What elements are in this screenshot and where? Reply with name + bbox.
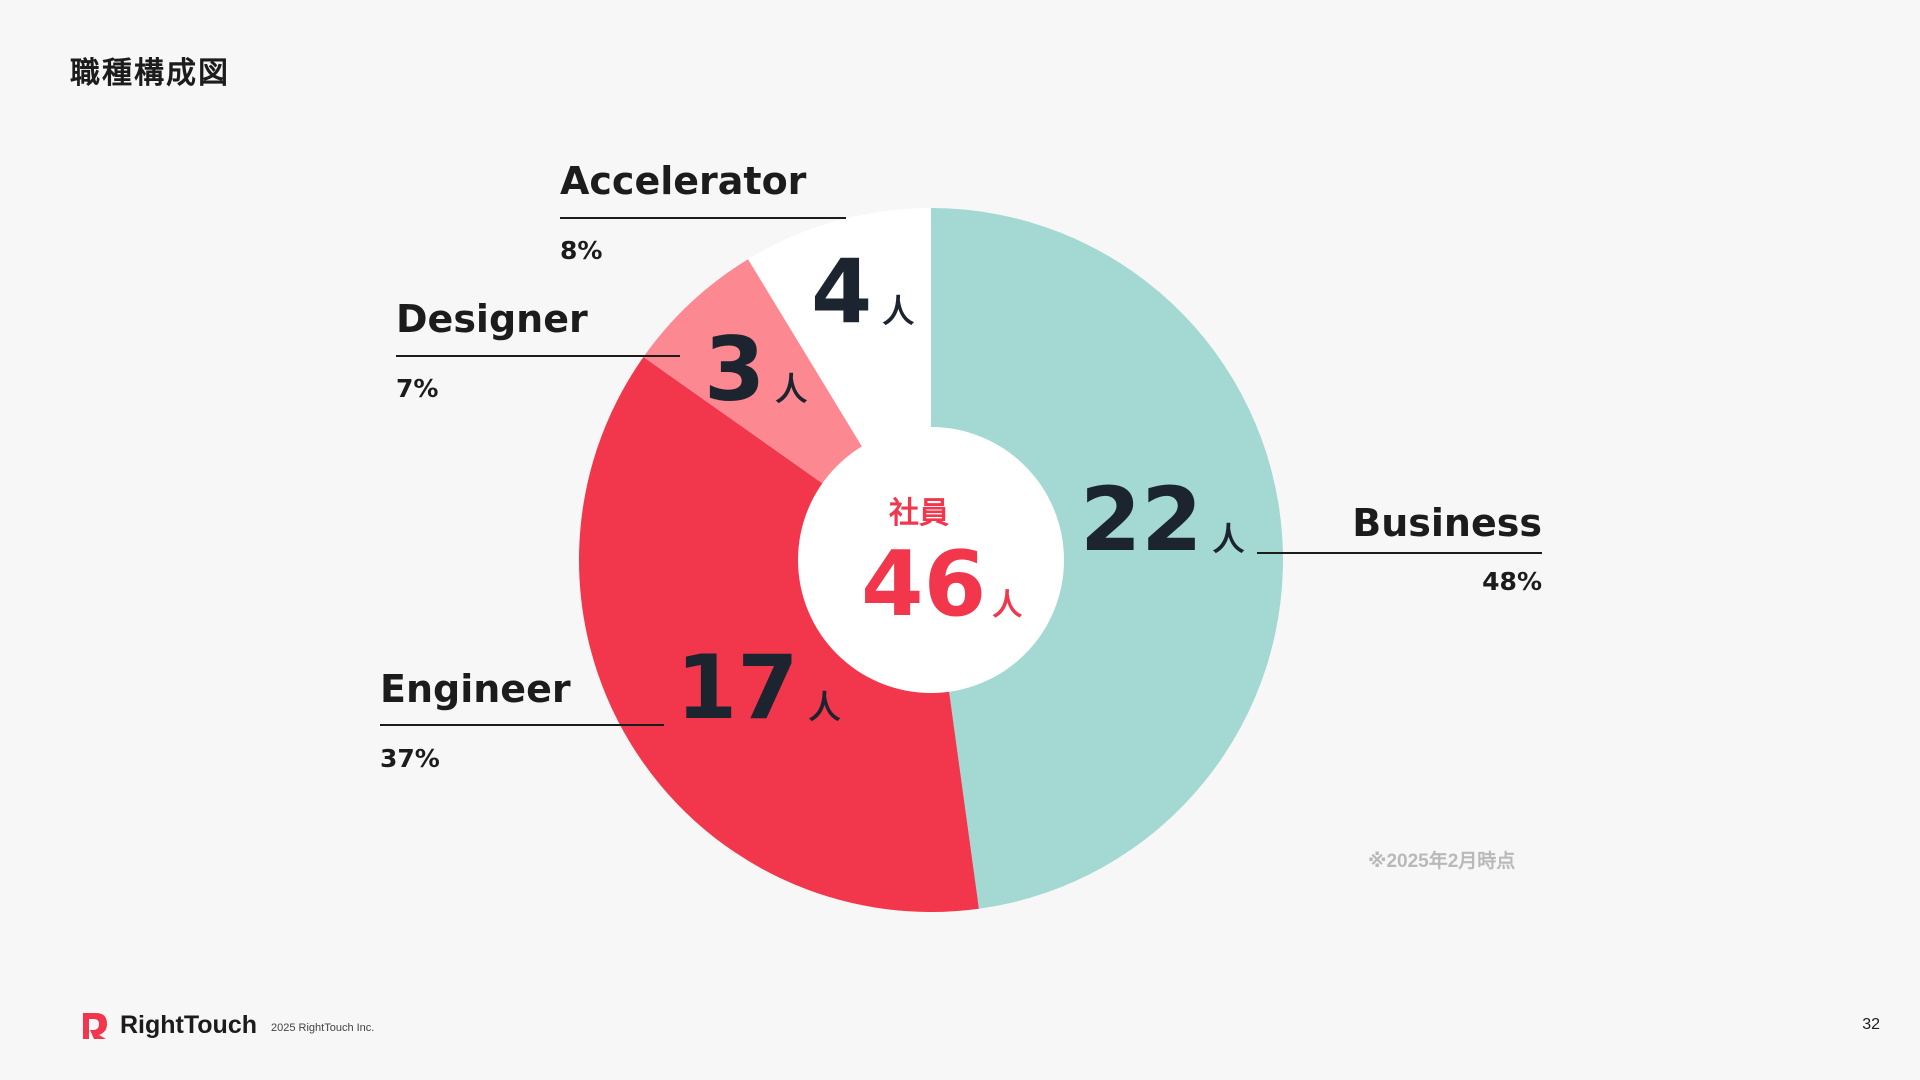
slice-label-designer: Designer xyxy=(396,297,588,341)
labels-layer: Business 48% 22 人 Engineer 37% 17 人 Designer 7% 3 人… xyxy=(380,159,1542,773)
slice-engineer xyxy=(579,357,979,913)
slice-percent-accelerator: 8% xyxy=(560,236,602,265)
slice-count-business: 22 人 xyxy=(1080,468,1244,571)
center-label: 社員 xyxy=(889,496,949,531)
slice-business xyxy=(931,208,1284,909)
slice-label-accelerator: Accelerator xyxy=(560,159,807,203)
slices-layer xyxy=(579,208,1284,913)
as-of-note: ※2025年2月時点 xyxy=(1368,851,1516,872)
slice-count-engineer: 17 人 xyxy=(676,636,840,739)
page-number: 32 xyxy=(1862,1016,1880,1033)
center-total: 46 人 xyxy=(861,532,1022,637)
brand-name: RightTouch xyxy=(120,1010,257,1039)
copyright: 2025 RightTouch Inc. xyxy=(271,1022,375,1034)
slice-percent-business: 48% xyxy=(1482,567,1542,596)
center-hole xyxy=(798,427,1064,693)
footer-brand: RightTouch 2025 RightTouch Inc. xyxy=(80,1010,374,1040)
slice-percent-engineer: 37% xyxy=(380,744,440,773)
slice-label-engineer: Engineer xyxy=(380,667,571,711)
slice-label-business: Business xyxy=(1352,501,1542,545)
slice-percent-designer: 7% xyxy=(396,374,438,403)
page-title: 職種構成図 xyxy=(70,57,230,90)
righttouch-logo-icon xyxy=(83,1013,107,1039)
